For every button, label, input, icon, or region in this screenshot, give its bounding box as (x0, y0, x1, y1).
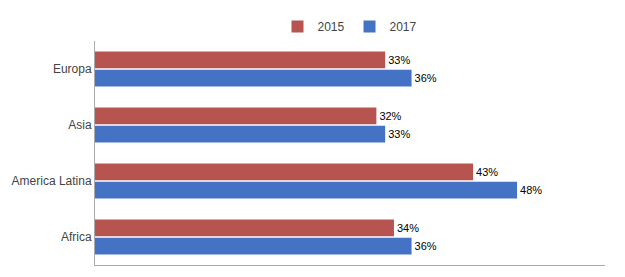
svg-text:34%: 34% (397, 222, 419, 234)
svg-text:33%: 33% (388, 128, 410, 140)
svg-text:43%: 43% (476, 166, 498, 178)
svg-text:Europa: Europa (53, 62, 92, 76)
svg-text:2017: 2017 (390, 20, 417, 34)
svg-text:America Latina: America Latina (12, 174, 92, 188)
svg-text:32%: 32% (379, 110, 401, 122)
svg-text:48%: 48% (520, 184, 542, 196)
svg-text:2015: 2015 (318, 20, 345, 34)
svg-text:36%: 36% (415, 72, 437, 84)
svg-text:Africa: Africa (61, 230, 92, 244)
svg-text:33%: 33% (388, 54, 410, 66)
svg-text:Asia: Asia (68, 118, 92, 132)
svg-text:36%: 36% (415, 240, 437, 252)
